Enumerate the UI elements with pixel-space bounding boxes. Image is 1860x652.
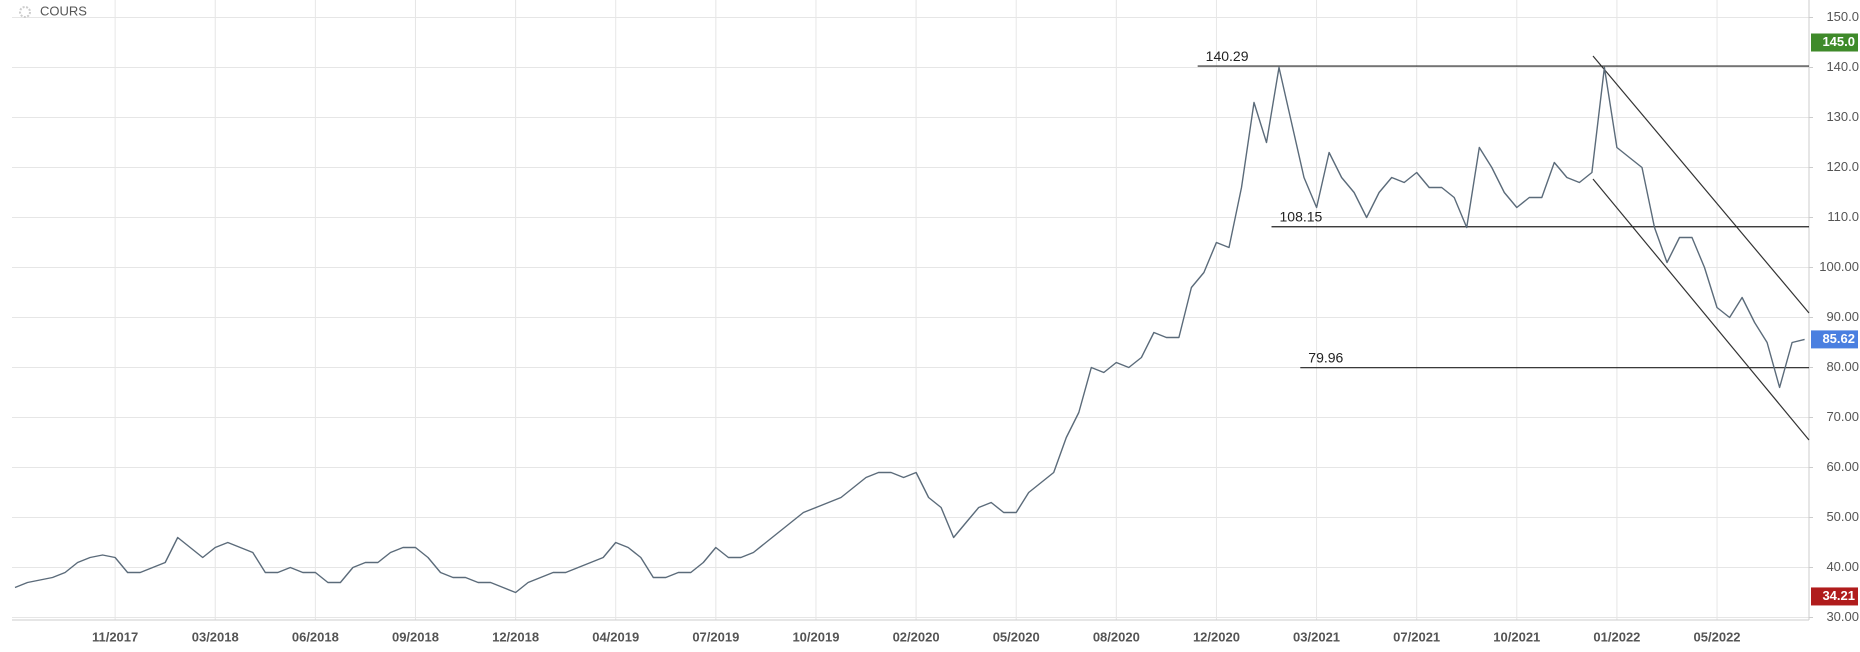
grid xyxy=(12,0,1809,620)
level-label: 108.15 xyxy=(1280,208,1323,224)
trend-channel-lower xyxy=(1592,178,1810,441)
price-badge-label: 145.0 xyxy=(1822,34,1855,49)
x-tick-label: 01/2022 xyxy=(1593,629,1640,644)
x-tick-label: 10/2019 xyxy=(792,629,839,644)
y-tick-label: 40.00 xyxy=(1826,559,1859,574)
x-tick-label: 12/2020 xyxy=(1193,629,1240,644)
chart-title: COURS xyxy=(40,3,87,18)
y-tick-label: 70.00 xyxy=(1826,409,1859,424)
x-tick-label: 09/2018 xyxy=(392,629,439,644)
x-tick-label: 05/2022 xyxy=(1694,629,1741,644)
y-tick-label: 50.00 xyxy=(1826,509,1859,524)
price-line xyxy=(14,66,1805,594)
trend-channel-upper xyxy=(1592,55,1810,314)
x-tick-label: 11/2017 xyxy=(92,629,138,644)
y-tick-label: 120.0 xyxy=(1826,159,1859,174)
x-tick-label: 07/2019 xyxy=(692,629,739,644)
y-tick-label: 30.00 xyxy=(1826,609,1859,624)
x-tick-label: 04/2019 xyxy=(592,629,639,644)
price-badge xyxy=(1811,587,1858,606)
x-tick-label: 12/2018 xyxy=(492,629,539,644)
x-tick-label: 02/2020 xyxy=(893,629,940,644)
x-tick-label: 08/2020 xyxy=(1093,629,1140,644)
x-tick-label: 03/2021 xyxy=(1293,629,1340,644)
price-badge-label: 34.21 xyxy=(1822,588,1855,603)
y-tick-label: 60.00 xyxy=(1826,459,1859,474)
y-tick-label: 100.00 xyxy=(1819,259,1859,274)
x-tick-label: 05/2020 xyxy=(993,629,1040,644)
level-label: 140.29 xyxy=(1206,48,1249,64)
x-tick-label: 10/2021 xyxy=(1493,629,1540,644)
x-tick-label: 07/2021 xyxy=(1393,629,1440,644)
y-tick-label: 90.00 xyxy=(1826,309,1859,324)
x-tick-label: 03/2018 xyxy=(192,629,239,644)
x-tick-label: 06/2018 xyxy=(292,629,339,644)
y-tick-label: 130.0 xyxy=(1826,109,1859,124)
settings-icon[interactable] xyxy=(19,6,31,18)
y-tick-label: 140.0 xyxy=(1826,59,1859,74)
price-badge xyxy=(1811,330,1858,349)
level-label: 79.96 xyxy=(1308,349,1343,365)
y-tick-label: 150.0 xyxy=(1826,9,1859,24)
price-badge xyxy=(1811,33,1858,52)
y-tick-label: 80.00 xyxy=(1826,359,1859,374)
y-tick-label: 110.0 xyxy=(1827,209,1859,224)
price-badge-label: 85.62 xyxy=(1822,331,1855,346)
